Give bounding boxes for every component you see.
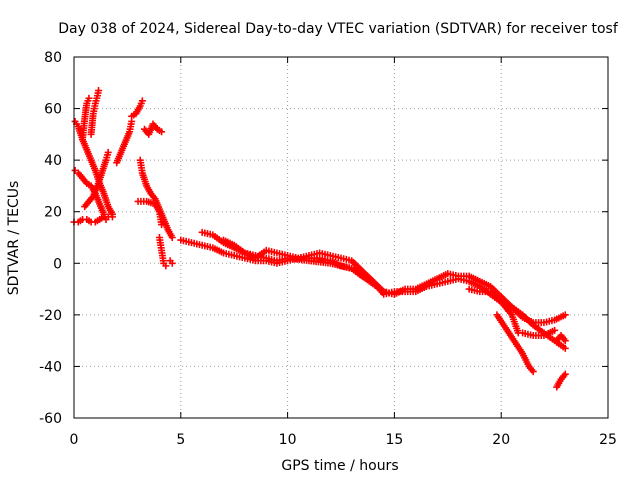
data-point	[108, 213, 116, 221]
series-arc-f	[81, 148, 112, 211]
x-axis-label: GPS time / hours	[281, 458, 398, 474]
series-main-3	[220, 236, 398, 298]
series-arc-g	[113, 117, 136, 167]
data-point	[85, 94, 93, 102]
data-point	[168, 259, 176, 267]
data-points	[70, 87, 569, 391]
y-tick-label: -40	[39, 359, 62, 375]
data-point	[529, 368, 537, 376]
data-point	[561, 337, 569, 345]
x-tick-label: 20	[492, 432, 510, 448]
x-tick-label: 15	[385, 432, 403, 448]
x-tick-label: 25	[599, 432, 617, 448]
series-arc-h	[128, 97, 146, 120]
series-arc-l	[155, 234, 170, 270]
series-arc-c	[79, 94, 93, 144]
data-point	[561, 370, 569, 378]
y-tick-label: -20	[39, 308, 62, 324]
series-arc-k	[134, 197, 166, 229]
y-tick-label: 20	[44, 205, 62, 221]
tick-labels: 0 5 10 15 20 25 -60 -40 -20 0 20 40 60 80	[39, 50, 617, 448]
y-axis-label: SDTVAR / TECUs	[6, 181, 22, 296]
data-point	[95, 87, 103, 95]
plot-frame	[73, 56, 609, 419]
series-arc-i	[140, 120, 166, 138]
data-point	[561, 311, 569, 319]
data-point	[138, 97, 146, 105]
axis-ticks	[73, 56, 609, 419]
data-point	[104, 148, 112, 156]
x-tick-label: 0	[70, 432, 79, 448]
y-tick-label: 60	[44, 102, 62, 118]
x-tick-label: 5	[176, 432, 185, 448]
data-point	[158, 128, 166, 136]
data-point	[561, 344, 569, 352]
series-arc-m	[166, 257, 176, 267]
y-tick-label: 80	[44, 50, 62, 66]
data-point	[551, 326, 559, 334]
series-main-4	[465, 285, 559, 339]
y-tick-label: 40	[44, 153, 62, 169]
x-tick-label: 10	[279, 432, 297, 448]
series-arc-e	[70, 213, 116, 226]
data-point	[390, 290, 398, 298]
y-tick-label: 0	[53, 256, 62, 272]
y-tick-label: -60	[39, 411, 62, 427]
data-point	[162, 262, 170, 270]
series-main-6	[553, 331, 569, 345]
chart-title: Day 038 of 2024, Sidereal Day-to-day VTE…	[58, 21, 619, 37]
series-arc-d	[87, 87, 103, 138]
data-point	[158, 221, 166, 229]
data-point	[168, 234, 176, 241]
series-main-5	[493, 311, 537, 376]
series-main-7	[553, 370, 569, 391]
